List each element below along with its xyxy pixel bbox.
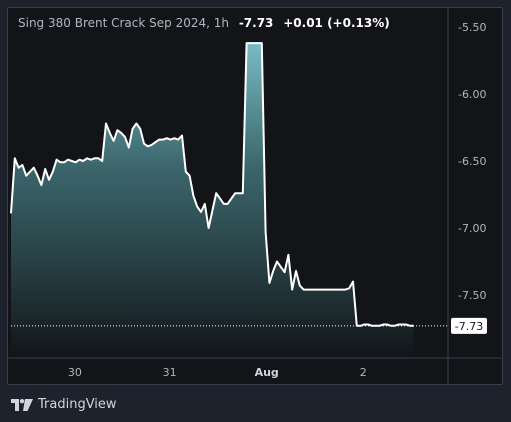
series-area-fill bbox=[11, 43, 414, 358]
last-value: -7.73 bbox=[238, 16, 274, 30]
y-tick-label: -6.50 bbox=[458, 155, 486, 168]
last-price-tag bbox=[451, 317, 487, 334]
tradingview-logo-icon bbox=[11, 398, 33, 411]
last-price-tag-label: -7.73 bbox=[455, 320, 483, 333]
y-tick-label: -7.50 bbox=[458, 289, 486, 302]
y-tick-label: -5.50 bbox=[458, 21, 486, 34]
last-price-marker: -7.73 bbox=[11, 317, 487, 334]
x-tick-label: Aug bbox=[255, 366, 279, 379]
price-axis[interactable]: -5.50 -6.00 -6.50 -7.00 -7.50 bbox=[458, 21, 486, 302]
symbol-title[interactable]: Sing 380 Brent Crack Sep 2024, 1h bbox=[18, 16, 229, 30]
plot-area bbox=[10, 42, 414, 358]
x-tick-label: 2 bbox=[360, 366, 367, 379]
y-tick-label: -7.00 bbox=[458, 222, 486, 235]
chart-legend: Sing 380 Brent Crack Sep 2024, 1h -7.73 … bbox=[18, 16, 390, 30]
tradingview-logo-text: TradingView bbox=[38, 397, 117, 412]
y-tick-label: -6.00 bbox=[458, 88, 486, 101]
x-tick-label: 30 bbox=[68, 366, 82, 379]
x-tick-label: 31 bbox=[163, 366, 177, 379]
tradingview-logo[interactable]: TradingView bbox=[11, 397, 117, 412]
time-axis[interactable]: 30 31 Aug 2 bbox=[68, 366, 367, 379]
price-change: +0.01 (+0.13%) bbox=[283, 16, 390, 30]
series-line bbox=[10, 42, 414, 327]
